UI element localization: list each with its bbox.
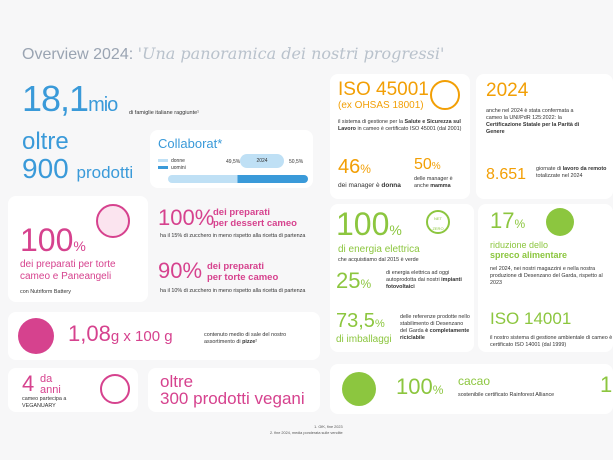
torte90-big: 90% xyxy=(158,258,203,283)
imballaggi-big: 73,5% xyxy=(336,310,385,332)
vega-desc: cameo partecipa a VEGANUARY xyxy=(22,396,67,409)
heart-bowl-icon xyxy=(18,318,54,354)
torte-l2: cameo e Paneangeli xyxy=(20,271,112,282)
products-count: 900 prodotti xyxy=(22,153,134,184)
dessert-big: 100% xyxy=(158,205,215,230)
vegan-count: 300 prodotti vegani xyxy=(160,389,305,408)
energia-l1: di energia elettrica xyxy=(338,244,420,255)
foto-desc: di energia elettrica ad oggi autoprodott… xyxy=(386,270,462,290)
cacao-icon xyxy=(342,372,376,406)
torte-l3: con Nutriform Battery xyxy=(20,289,71,295)
safety-worker-icon xyxy=(430,80,460,110)
salt-desc: contenuto medio di sale del nostro assor… xyxy=(204,332,287,345)
y2024-card: 2024 anche nel 2024 è stata confermata a… xyxy=(476,74,613,199)
veganuary-card: 4 da anni cameo partecipa a VEGANUARY xyxy=(8,368,138,412)
remoto-desc: giornate di lavoro da remoto totalizzate… xyxy=(536,166,607,179)
families-desc: di famiglie italiane raggiunte¹ xyxy=(129,110,200,116)
vega-big: 4 xyxy=(22,371,35,396)
collab-p2: 50,5% xyxy=(289,159,304,165)
torte90-label: dei preparati per torte cameo xyxy=(207,261,279,283)
cake-icon xyxy=(96,204,130,238)
cacao-title: cacao xyxy=(458,374,491,388)
iso45001-sub: (ex OHSAS 18001) xyxy=(338,100,424,111)
y2024-big: 2024 xyxy=(486,80,529,101)
footnotes: 1. GfK, fine 2023 2. fine 2024, media pon… xyxy=(270,425,343,435)
spreco-big: 17% xyxy=(490,208,526,233)
products-oltre: oltre xyxy=(22,128,69,155)
legend-uomini: uomini xyxy=(158,165,186,172)
iso14001-desc: il nostro sistema di gestione ambientale… xyxy=(490,335,613,348)
torte-l1: dei preparati per torte xyxy=(20,259,116,270)
bin-icon xyxy=(546,208,574,236)
y2024-desc: anche nel 2024 è stata confermata a came… xyxy=(486,108,580,135)
cacao-big: 100% xyxy=(396,374,444,399)
donne-big: 46% xyxy=(338,156,371,178)
mamme-desc: delle manager è anche mamma xyxy=(414,176,453,189)
iso45001-desc: il sistema di gestione per la Salute e S… xyxy=(338,119,462,132)
pencil-icon xyxy=(100,374,130,404)
collab-p1: 49,5% xyxy=(226,159,241,165)
dessert-desc: ha il 15% di zucchero in meno rispetto a… xyxy=(160,233,306,239)
vega-daanni: da anni xyxy=(40,373,61,396)
net-zero-icon: NET ZERO xyxy=(426,210,450,234)
spreco-card: 17% riduzione dello spreco alimentare nel… xyxy=(478,204,613,352)
cacao-card: 100% cacao sostenibile certificato Rainf… xyxy=(330,364,613,414)
energia-big: 100% xyxy=(336,206,402,242)
imballaggi-desc: delle referenze prodotte nello stabilime… xyxy=(400,314,470,341)
dessert-label: dei preparati per dessert cameo xyxy=(213,207,297,229)
collab-year: 2024 xyxy=(240,154,284,168)
salt-card: 1,08g x 100 g contenuto medio di sale de… xyxy=(8,312,320,360)
torte-big: 100% xyxy=(20,222,86,258)
energia-l2: che acquistiamo dal 2015 è verde xyxy=(338,257,419,263)
spreco-label: riduzione dello spreco alimentare xyxy=(490,240,568,260)
torte-card: 100% dei preparati per torte cameo e Pan… xyxy=(8,196,148,302)
foto-big: 25% xyxy=(336,268,372,293)
page-title: Overview 2024: 'Una panoramica dei nostr… xyxy=(22,44,445,63)
torte90-desc: ha il 10% di zucchero in meno rispetto a… xyxy=(160,288,306,294)
collab-card: Collaborat* donne uomini 49,5% 2024 50,5… xyxy=(150,130,313,188)
vegan-card: oltre 300 prodotti vegani xyxy=(148,368,320,412)
collab-bar xyxy=(168,175,308,183)
spreco-desc: nel 2024, nei nostri magazzini e nella n… xyxy=(490,266,603,286)
donne-desc: dei manager è donna xyxy=(338,182,401,189)
iso45001-card: ISO 45001 (ex OHSAS 18001) il sistema di… xyxy=(330,74,470,199)
vegan-oltre: oltre xyxy=(160,372,194,391)
collab-title: Collaborat* xyxy=(158,136,223,151)
energia-card: 100% NET ZERO di energia elettrica che a… xyxy=(330,204,474,352)
families-value: 18,1mio xyxy=(22,78,118,119)
mamme-big: 50% xyxy=(414,156,441,173)
iso14001-title: ISO 14001 xyxy=(490,309,572,328)
iso45001-title: ISO 45001 xyxy=(338,79,429,100)
remoto-big: 8.651 xyxy=(486,166,527,183)
cacao-desc: sostenibile certificato Rainforest Allia… xyxy=(458,392,555,398)
salt-big: 1,08g x 100 g xyxy=(68,321,173,346)
imballaggi-l1: di imballaggi xyxy=(336,334,392,345)
cacao-edge: 1 xyxy=(600,372,613,397)
legend-donne: donne xyxy=(158,158,185,165)
